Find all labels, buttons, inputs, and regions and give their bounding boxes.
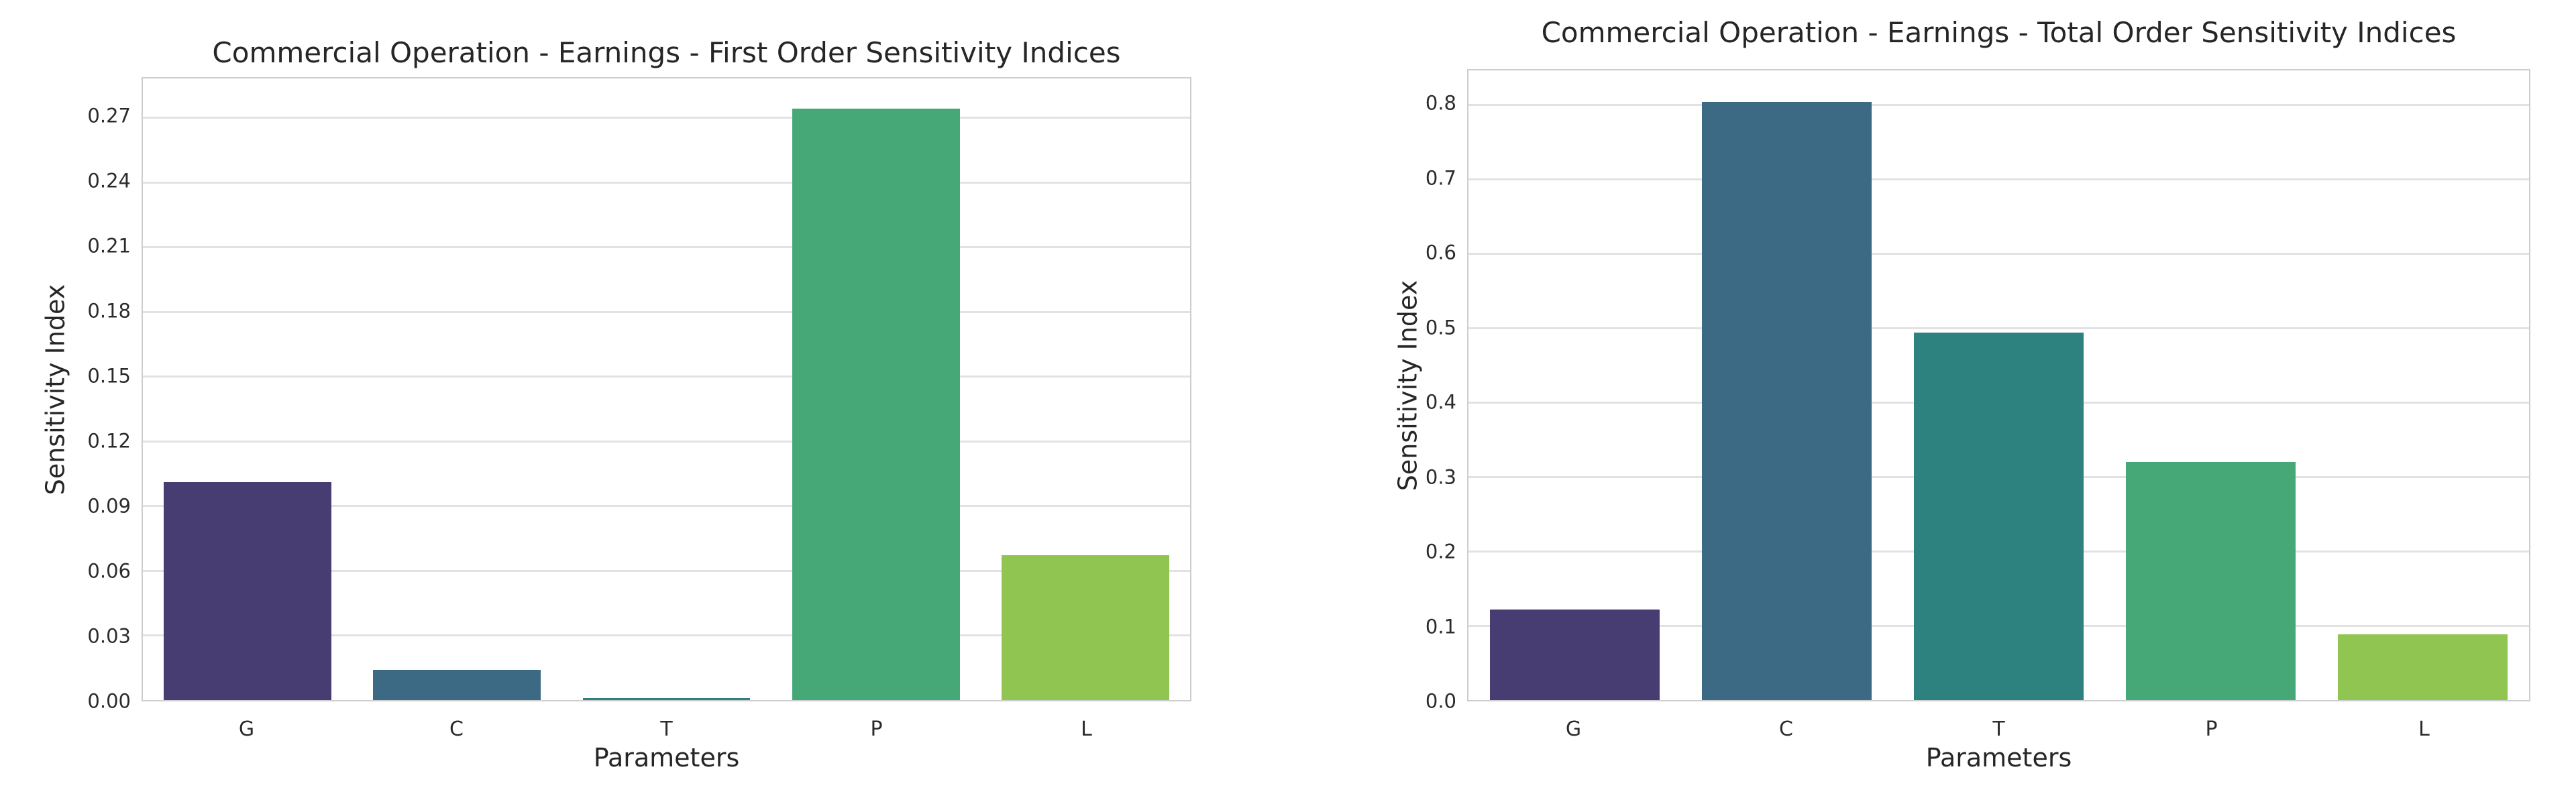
- x-axis-label: Parameters: [593, 743, 740, 772]
- gridline: [143, 505, 1190, 508]
- gridline: [143, 310, 1190, 313]
- chart-title: Commercial Operation - Earnings - Total …: [1541, 16, 2457, 49]
- x-tick-label: L: [2418, 717, 2430, 741]
- y-tick-label: 0.1: [1425, 615, 1456, 638]
- y-tick-label: 0.00: [87, 689, 131, 713]
- gridline: [143, 569, 1190, 572]
- x-tick-label: C: [1779, 717, 1793, 741]
- axes: [1467, 69, 2530, 701]
- gridline: [143, 634, 1190, 637]
- y-tick-label: 0.8: [1425, 91, 1456, 115]
- bar-G: [1489, 609, 1660, 700]
- axes: [142, 77, 1191, 701]
- bar-C: [1701, 101, 1872, 700]
- y-tick-label: 0.15: [87, 364, 131, 388]
- y-tick-label: 0.24: [87, 169, 131, 192]
- bar-T: [1914, 332, 2084, 700]
- y-tick-label: 0.3: [1425, 465, 1456, 489]
- y-tick-label: 0.18: [87, 299, 131, 323]
- y-tick-labels: 0.0 0.1 0.2 0.3 0.4 0.5 0.6 0.7 0.8: [1362, 69, 1456, 711]
- y-tick-label: 0.2: [1425, 540, 1456, 563]
- y-tick-label: 0.6: [1425, 241, 1456, 264]
- gridline: [143, 440, 1190, 443]
- y-tick-label: 0.27: [87, 104, 131, 127]
- gridline: [143, 116, 1190, 119]
- bar-P: [2126, 461, 2296, 700]
- gridline: [1468, 253, 2529, 255]
- gridline: [143, 376, 1190, 378]
- gridline: [143, 181, 1190, 184]
- x-tick-label: T: [1992, 717, 2005, 741]
- x-tick-label: P: [870, 717, 883, 741]
- gridline: [1468, 104, 2529, 107]
- y-tick-label: 0.5: [1425, 316, 1456, 339]
- y-tick-label: 0.06: [87, 559, 131, 583]
- y-tick-label: 0.12: [87, 429, 131, 453]
- x-tick-label: G: [1565, 717, 1582, 741]
- bar-P: [792, 109, 960, 700]
- y-tick-label: 0.03: [87, 624, 131, 648]
- y-tick-label: 0.21: [87, 234, 131, 257]
- bar-L: [1002, 555, 1169, 700]
- y-tick-labels: 0.00 0.03 0.06 0.09 0.12 0.15 0.18 0.21 0.24 0.27: [37, 77, 131, 711]
- y-tick-label: 0.4: [1425, 390, 1456, 414]
- bar-G: [164, 481, 331, 700]
- bar-L: [2338, 634, 2508, 700]
- bar-C: [373, 669, 541, 700]
- x-axis-label: Parameters: [1925, 743, 2072, 772]
- gridline: [1468, 327, 2529, 330]
- gridline: [143, 246, 1190, 249]
- x-tick-label: T: [660, 717, 673, 741]
- y-tick-label: 0.0: [1425, 689, 1456, 713]
- chart-title: Commercial Operation - Earnings - First …: [212, 36, 1121, 69]
- x-tick-label: L: [1081, 717, 1092, 741]
- gridline: [1468, 178, 2529, 181]
- x-tick-label: C: [449, 717, 464, 741]
- x-tick-label: P: [2205, 717, 2218, 741]
- y-tick-label: 0.7: [1425, 166, 1456, 190]
- x-tick-label: G: [238, 717, 255, 741]
- bar-T: [582, 697, 751, 700]
- y-tick-label: 0.09: [87, 494, 131, 518]
